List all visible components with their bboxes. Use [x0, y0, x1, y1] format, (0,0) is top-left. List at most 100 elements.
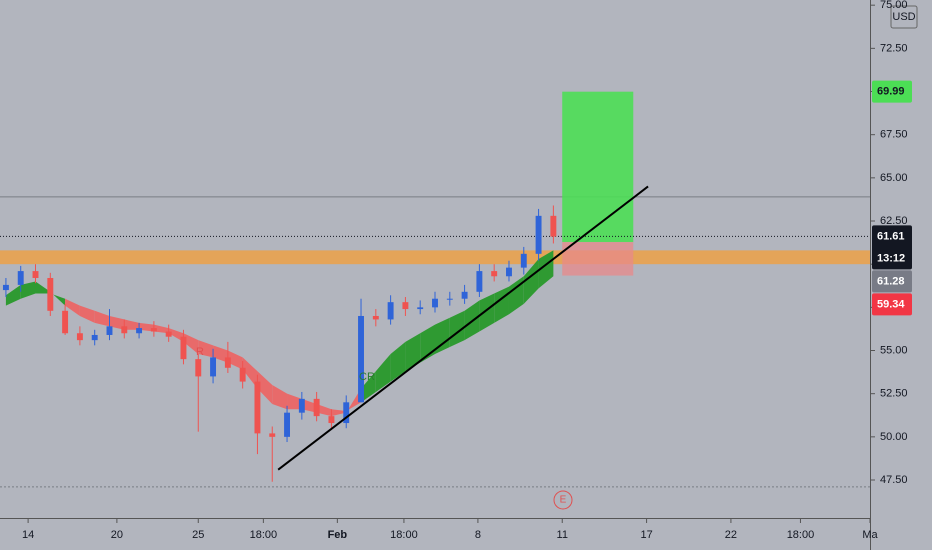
candle-body	[550, 215, 557, 237]
candle-body	[17, 271, 24, 285]
ribbon-segment	[301, 398, 317, 413]
candle-body	[224, 357, 231, 368]
candle-body	[432, 298, 438, 308]
candle-body	[358, 315, 364, 403]
candle-body	[387, 302, 394, 320]
ribbon-segment	[435, 317, 450, 354]
candle-body	[343, 402, 350, 424]
ribbon-segment	[242, 357, 258, 389]
ribbon-segment	[183, 333, 199, 354]
ribbon-segment	[405, 333, 421, 372]
ribbon-segment	[79, 305, 95, 323]
candle-body	[506, 267, 512, 277]
x-tick-label: 14	[22, 529, 34, 541]
ribbon-segment	[390, 341, 406, 382]
x-tick-label: Ma	[862, 529, 878, 541]
ribbon-segment	[124, 319, 140, 330]
ribbon-segment	[272, 385, 288, 410]
x-tick-label: 18:00	[250, 529, 278, 541]
candle-body	[239, 367, 246, 382]
y-tick-label: 72.50	[880, 42, 908, 54]
candle-body	[150, 328, 157, 332]
trendline	[277, 185, 649, 471]
candle-body	[402, 302, 409, 310]
ribbon-segment	[538, 250, 554, 289]
price-label: 69.99	[877, 86, 905, 98]
currency-box[interactable]	[890, 5, 918, 29]
x-tick-label: 22	[725, 529, 737, 541]
candle-body	[180, 336, 187, 360]
candle-body	[121, 326, 128, 334]
ribbon-segment	[316, 404, 332, 417]
price-label-bg	[872, 270, 912, 293]
ribbon-segment	[508, 276, 524, 315]
x-tick-label: 11	[557, 529, 568, 541]
ribbon-segment	[168, 328, 184, 342]
ribbon-segment	[5, 284, 21, 306]
y-tick-label: 50.00	[880, 431, 908, 443]
candle-body	[32, 271, 39, 278]
countdown: 13:12	[877, 252, 905, 264]
price-label-bg	[872, 80, 912, 103]
currency: USD	[892, 11, 915, 23]
candle-body	[446, 298, 453, 300]
price-label: 59.34	[877, 298, 905, 310]
ribbon-segment	[375, 353, 391, 392]
ribbon-segment	[346, 388, 362, 413]
price-label: 61.61	[877, 230, 905, 242]
ribbon-segment	[479, 293, 495, 332]
candle-body	[254, 381, 261, 434]
candle-body	[461, 291, 468, 299]
price-label: 61.28	[877, 275, 905, 287]
ribbon-segment	[109, 315, 125, 330]
plot-area	[0, 91, 870, 488]
candle-body	[91, 334, 98, 341]
ribbon-segment	[523, 259, 539, 304]
ribbon-segment	[449, 310, 465, 348]
ribbon-segment	[257, 371, 273, 405]
candle-body	[136, 328, 143, 334]
candle-body	[520, 253, 527, 268]
ribbon-segment	[50, 291, 66, 306]
candle-body	[195, 359, 202, 377]
x-tick-label: Feb	[328, 529, 348, 541]
y-tick-label: 52.50	[880, 388, 908, 400]
x-tick-label: 20	[111, 529, 123, 541]
candle-body	[210, 357, 217, 377]
candle-body	[491, 271, 498, 277]
price-label-bg	[872, 225, 912, 270]
candle-body	[535, 215, 542, 254]
candle-body	[62, 310, 69, 334]
x-tick-label: 18:00	[390, 529, 418, 541]
y-tick-label: 62.50	[880, 215, 908, 227]
x-tick-label: 8	[475, 529, 481, 541]
candle-body	[313, 398, 320, 417]
candle-body	[165, 331, 172, 337]
ribbon-segment	[94, 310, 110, 327]
x-tick-label: 17	[640, 529, 652, 541]
ribbon-segment	[65, 298, 80, 316]
candle-body	[47, 277, 54, 311]
y-tick-label: 65.00	[880, 172, 908, 184]
ribbon-segment	[213, 345, 228, 363]
candle-body	[76, 333, 83, 341]
zone	[0, 250, 870, 265]
profit-zone	[562, 91, 634, 243]
ribbon-segment	[139, 322, 154, 332]
y-tick-label: 47.50	[880, 474, 908, 486]
ribbon-segment	[198, 340, 214, 358]
candle-body	[2, 284, 9, 291]
candle-body	[269, 433, 276, 437]
annotation: E	[560, 495, 567, 506]
x-tick-label: 25	[192, 529, 204, 541]
ribbon-segment	[331, 409, 347, 417]
candle-body	[417, 307, 424, 310]
y-tick-label: 55.00	[880, 344, 908, 356]
event-marker[interactable]	[553, 490, 573, 510]
ribbon-segment	[153, 324, 169, 334]
y-tick-label: 75.00	[880, 0, 908, 11]
candle-body	[284, 412, 290, 437]
candle-body	[106, 326, 113, 335]
